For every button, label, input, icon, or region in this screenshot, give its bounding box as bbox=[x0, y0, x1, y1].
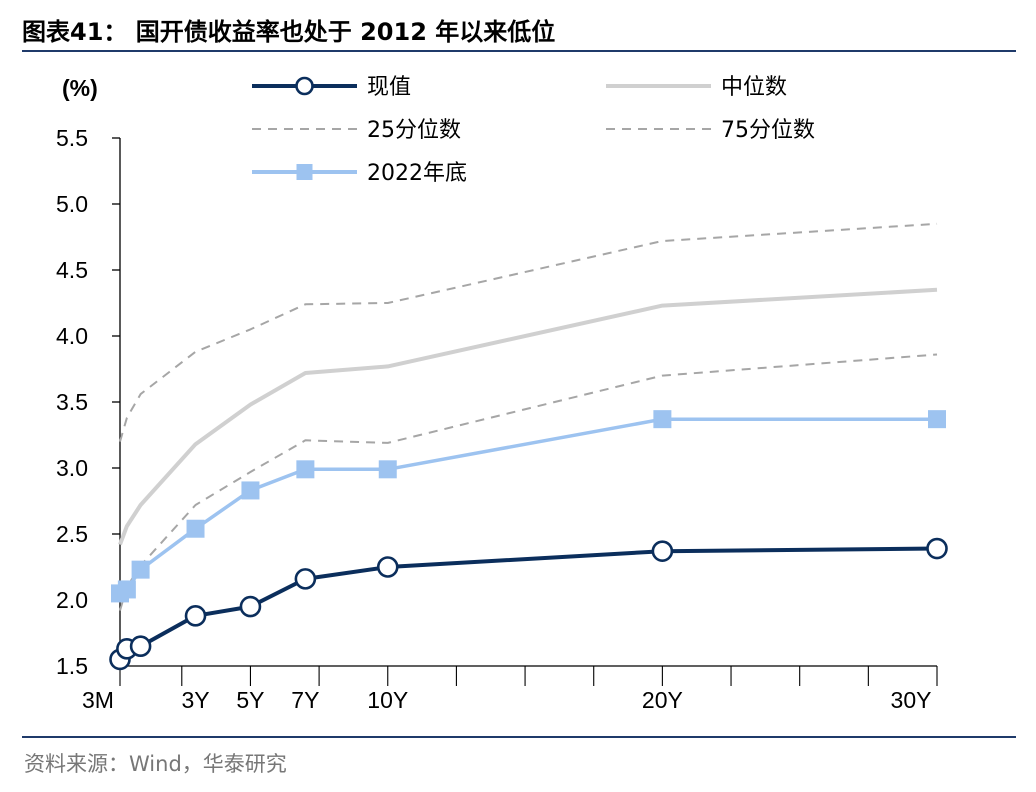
y-tick-label: 1.5 bbox=[56, 653, 88, 679]
legend-label-中位数: 中位数 bbox=[721, 75, 787, 100]
x-tick-label: 30Y bbox=[891, 687, 932, 713]
data-point-现值 bbox=[294, 568, 317, 590]
data-point-2022年底 bbox=[186, 519, 205, 538]
data-point-现值 bbox=[926, 537, 948, 560]
data-point-2022年底 bbox=[296, 460, 315, 479]
title-rule bbox=[22, 50, 1016, 52]
y-tick-label: 5.5 bbox=[56, 125, 88, 151]
legend-label-75分位数: 75分位数 bbox=[721, 118, 815, 143]
series-layer bbox=[109, 222, 948, 671]
data-point-现值 bbox=[184, 605, 207, 627]
x-tick-label: 3M bbox=[82, 687, 114, 713]
axes: (%) 1.5 2.0 2.5 3.0 3.5 4.0 4.5 5.0 5.5 3M 3Y 5Y 7Y 10… bbox=[56, 75, 938, 713]
legend-marker-2022年底 bbox=[296, 164, 313, 180]
data-point-2022年底 bbox=[928, 410, 946, 429]
series-line-2022年底 bbox=[119, 417, 937, 595]
data-point-现值 bbox=[376, 556, 399, 578]
figure-title: 图表41： 国开债收益率也处于 2012 年以来低位 bbox=[22, 18, 556, 46]
legend-label-25分位数: 25分位数 bbox=[367, 118, 461, 143]
x-tick-label: 5Y bbox=[236, 687, 264, 713]
y-tick-label: 4.0 bbox=[56, 323, 88, 349]
legend: 现值 中位数 25分位数 75分位数 2022年底 bbox=[252, 75, 815, 186]
data-point-2022年底 bbox=[378, 460, 397, 479]
data-point-现值 bbox=[651, 540, 674, 562]
y-tick-label: 4.5 bbox=[56, 257, 88, 283]
data-point-现值 bbox=[239, 595, 262, 618]
y-tick-label: 2.5 bbox=[56, 521, 88, 547]
data-point-2022年底 bbox=[117, 580, 136, 599]
x-tick-label: 3Y bbox=[181, 687, 209, 713]
legend-marker-现值 bbox=[295, 76, 314, 96]
series-line-75分位数 bbox=[119, 222, 938, 442]
y-tick-label: 5.0 bbox=[56, 191, 88, 217]
y-tick-label: 3.5 bbox=[56, 389, 88, 415]
data-point-现值 bbox=[129, 635, 152, 658]
legend-label-现值: 现值 bbox=[367, 75, 411, 100]
data-point-2022年底 bbox=[653, 410, 672, 429]
legend-label-2022年底: 2022年底 bbox=[367, 161, 467, 186]
y-axis-label: (%) bbox=[62, 75, 98, 101]
y-tick-label: 2.0 bbox=[56, 587, 88, 613]
y-tick-label: 3.0 bbox=[56, 455, 88, 481]
data-point-2022年底 bbox=[241, 481, 260, 500]
source-note: 资料来源：Wind，华泰研究 bbox=[24, 752, 287, 776]
series-line-中位数 bbox=[118, 287, 938, 546]
x-tick-label: 7Y bbox=[291, 687, 319, 713]
x-tick-label: 20Y bbox=[642, 687, 683, 713]
source-rule bbox=[22, 736, 1016, 738]
x-tick-label: 10Y bbox=[367, 687, 408, 713]
data-point-2022年底 bbox=[131, 560, 150, 579]
